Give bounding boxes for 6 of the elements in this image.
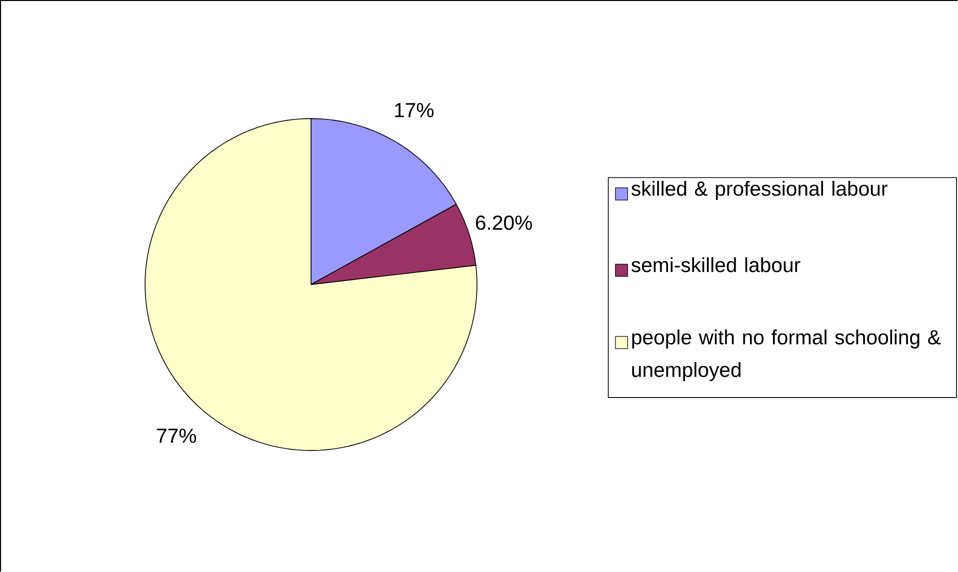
- data-label: 6.20%: [476, 215, 532, 230]
- legend-label: semi-skilled labour: [631, 257, 800, 272]
- data-label: 17%: [395, 102, 434, 118]
- legend-label: people with no formal schooling & unemployed: [632, 329, 941, 382]
- data-label: 77%: [157, 428, 196, 443]
- legend-label: skilled & professional labour: [631, 180, 888, 200]
